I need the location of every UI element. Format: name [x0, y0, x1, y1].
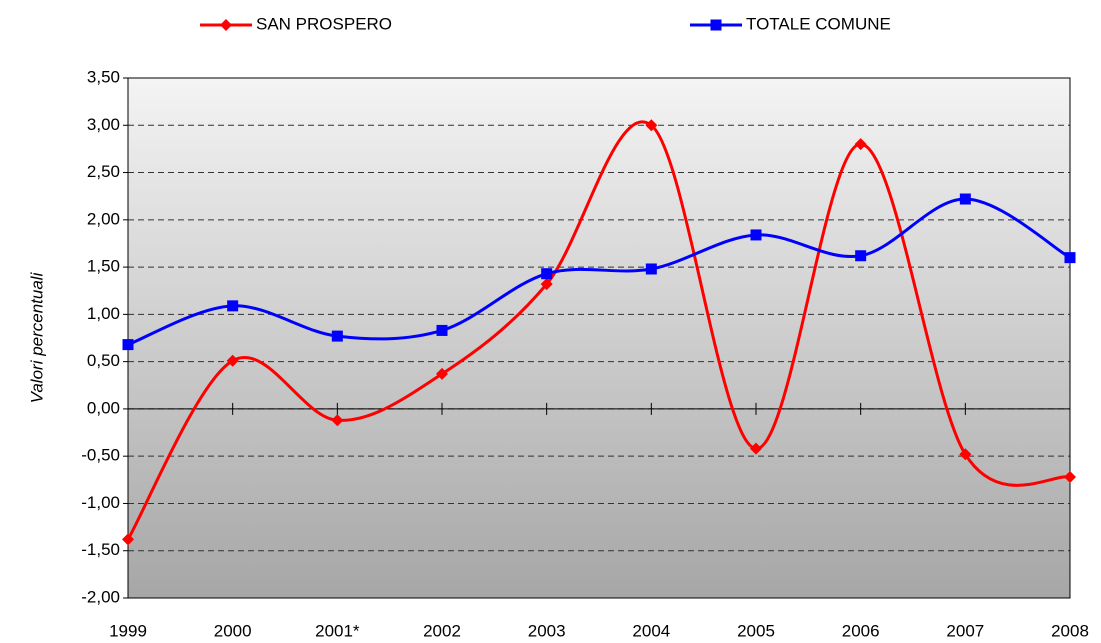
y-tick-label: -1,50 [81, 540, 120, 559]
data-point [331, 414, 344, 427]
y-tick-label: -1,00 [81, 493, 120, 512]
x-tick-label: 2004 [632, 621, 670, 640]
data-point [227, 300, 239, 312]
x-tick-label: 2000 [214, 621, 252, 640]
data-point [959, 193, 971, 205]
data-point [750, 442, 762, 455]
y-tick-label: 3,00 [87, 115, 120, 134]
y-tick-label: 0,50 [87, 351, 120, 370]
data-point [331, 330, 343, 342]
y-tick-label: -2,00 [81, 587, 120, 606]
legend-label: TOTALE COMUNE [746, 14, 891, 33]
x-tick-label: 2003 [528, 621, 566, 640]
data-point [645, 119, 658, 132]
data-point [122, 533, 134, 546]
x-tick-label: 2007 [946, 621, 984, 640]
x-tick-label: 2008 [1051, 621, 1089, 640]
series-line [127, 197, 1071, 347]
y-tick-label: 0,00 [87, 398, 120, 417]
legend-marker [710, 19, 722, 31]
data-point [226, 354, 239, 367]
data-point [750, 229, 762, 241]
legend-label: SAN PROSPERO [256, 14, 392, 33]
data-point [1064, 252, 1076, 264]
y-axis-label: Valori percentuali [27, 271, 46, 403]
plot-area [128, 78, 1070, 598]
plot-border [127, 77, 1071, 599]
x-tick-label: 2005 [737, 621, 775, 640]
data-point [1064, 470, 1076, 483]
data-point [122, 339, 134, 351]
y-tick-label: -0,50 [81, 446, 120, 465]
data-point [855, 250, 867, 262]
y-tick-label: 1,00 [87, 304, 120, 323]
data-point [854, 138, 867, 151]
data-point [540, 278, 553, 291]
y-tick-label: 3,50 [87, 67, 120, 86]
data-point [645, 263, 657, 275]
legend-marker [220, 19, 232, 31]
data-point [959, 448, 972, 461]
y-tick-label: 2,50 [87, 162, 120, 181]
data-point [436, 367, 448, 380]
x-tick-label: 1999 [109, 621, 147, 640]
y-tick-label: 2,00 [87, 209, 120, 228]
x-tick-label: 2006 [842, 621, 880, 640]
y-tick-label: 1,50 [87, 257, 120, 276]
x-tick-label: 2002 [423, 621, 461, 640]
data-point [436, 324, 448, 336]
x-tick-label: 2001* [315, 621, 360, 640]
data-point [541, 268, 553, 280]
